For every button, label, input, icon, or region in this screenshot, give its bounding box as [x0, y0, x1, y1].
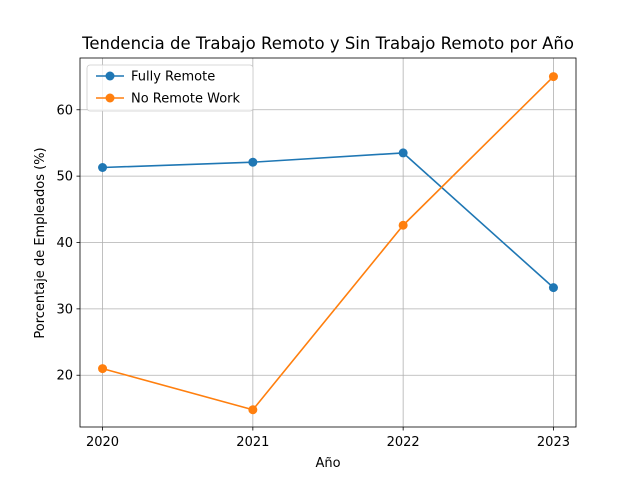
series-line [102, 152, 554, 289]
y-tick-label: 60 [56, 103, 73, 118]
y-tick-label: 40 [56, 236, 73, 251]
x-tick-label: 2020 [86, 435, 119, 450]
y-tick-label: 30 [56, 302, 73, 317]
legend-marker [105, 71, 115, 81]
legend-box [86, 64, 254, 112]
data-point [398, 220, 408, 230]
y-axis-label: Porcentaje de Empleados (%) [33, 147, 48, 338]
data-point [548, 72, 558, 82]
data-point [398, 148, 408, 158]
data-point [98, 364, 108, 374]
y-tick-label: 20 [56, 369, 73, 384]
x-tick-label: 2021 [236, 435, 269, 450]
x-axis-label: Año [315, 456, 340, 471]
data-point [248, 157, 258, 167]
data-point [248, 405, 258, 415]
series-line [102, 76, 555, 411]
axes-frame [79, 57, 577, 428]
legend-label: No Remote Work [131, 92, 240, 107]
data-point [548, 283, 558, 293]
plot-area: 2020 2021 2022 2023 20 30 40 50 60 Fully Remote No… [56, 57, 577, 450]
legend-marker [105, 93, 115, 103]
data-point [98, 163, 108, 173]
legend-label: Fully Remote [131, 70, 215, 85]
y-tick-label: 50 [56, 170, 73, 185]
chart-title: Tendencia de Trabajo Remoto y Sin Trabaj… [81, 34, 574, 53]
x-tick-label: 2023 [537, 435, 570, 450]
x-tick-label: 2022 [387, 435, 420, 450]
